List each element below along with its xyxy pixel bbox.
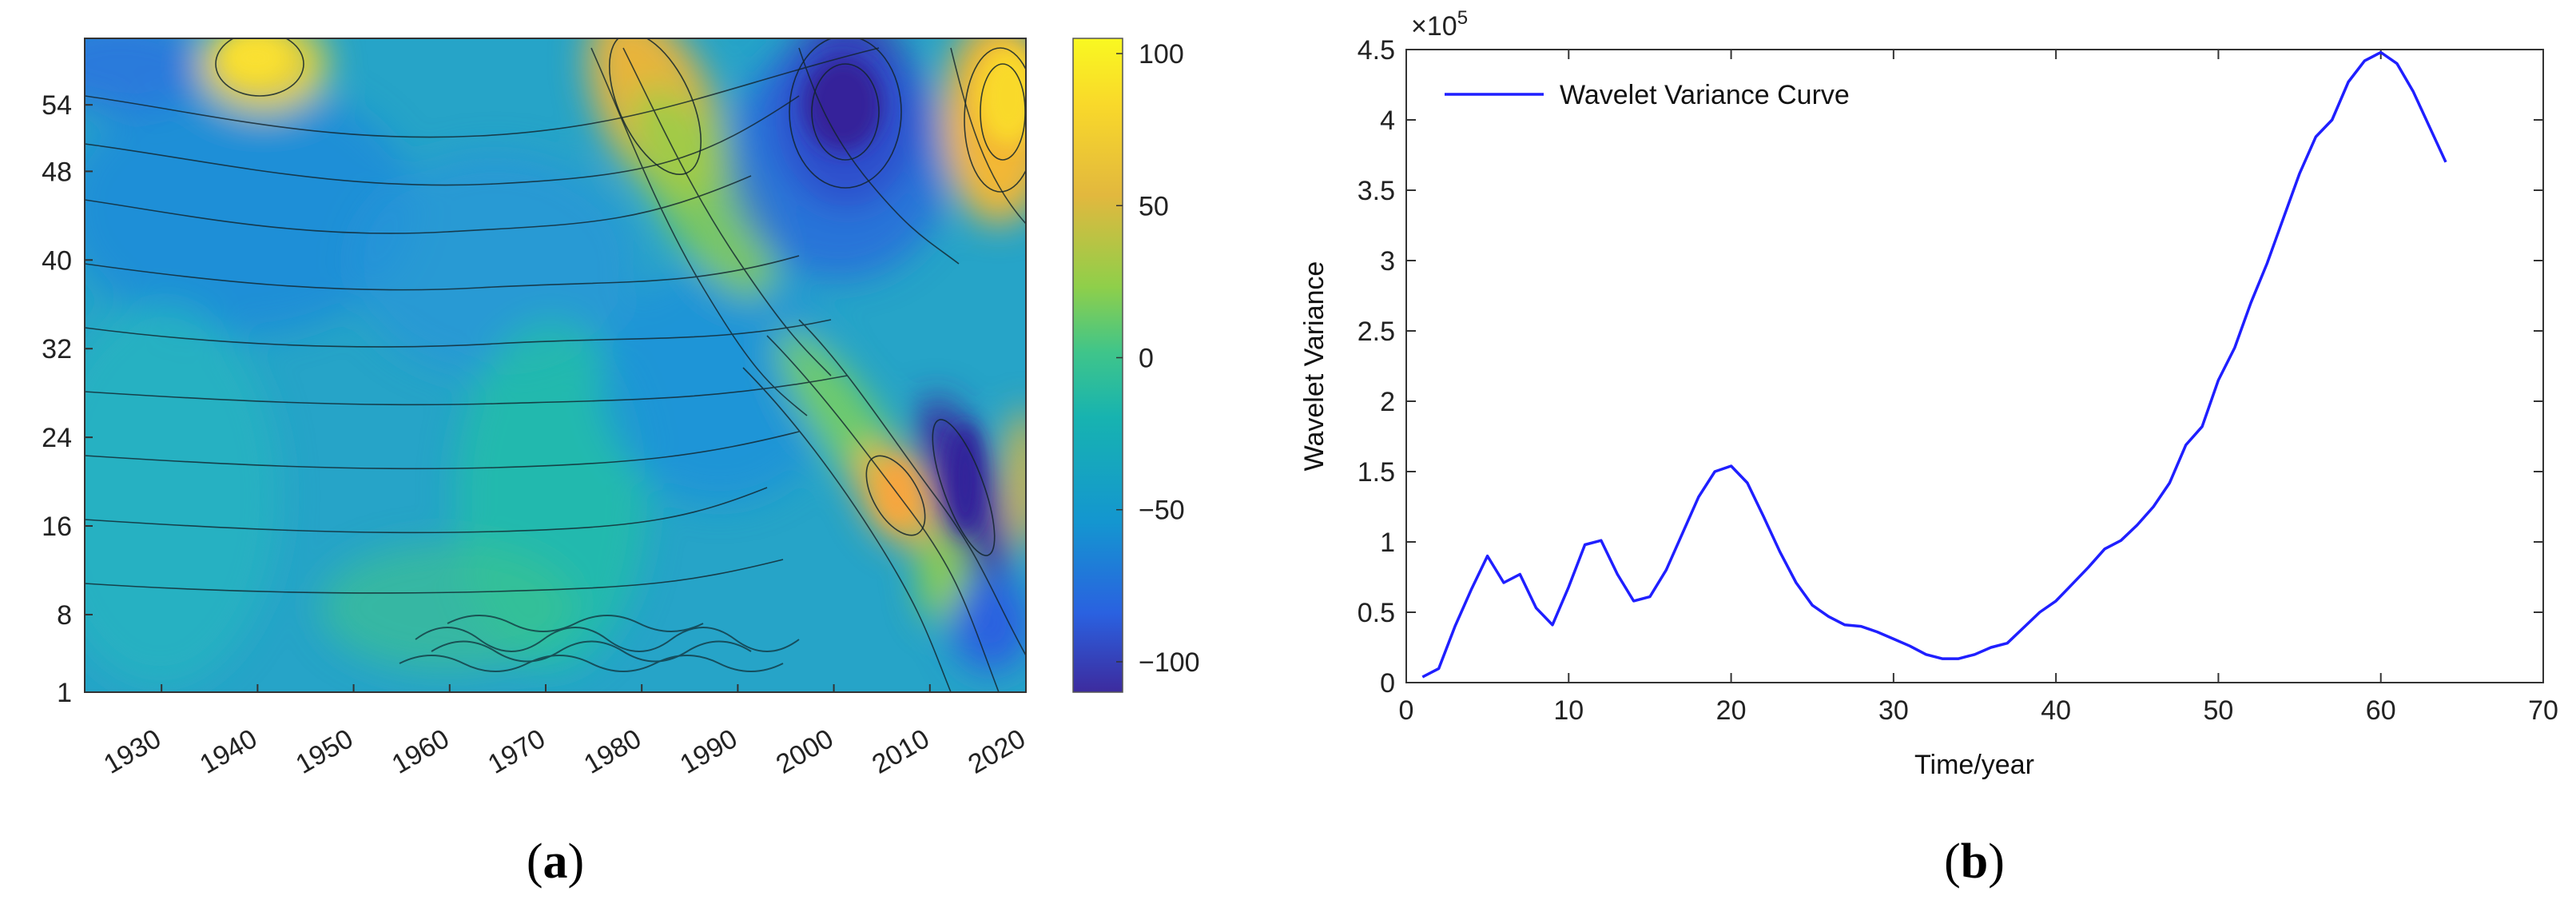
colorbar: 100 50 0 −50 −100 [1072,38,1200,693]
a-xtick-label: 2010 [867,723,935,780]
a-y-axis: 1 8 16 24 32 40 48 54 [42,90,93,708]
ring-2018-a [964,47,1026,193]
legend: Wavelet Variance Curve [1445,80,1850,110]
a-xtick-label: 1990 [675,723,743,780]
x-axis-label: Time/year [1914,750,2034,780]
b-xtick-label: 70 [2528,695,2558,726]
b-ytick-label: 1.5 [1358,457,1395,488]
a-ytick-label: 8 [57,600,72,631]
b-x-axis: 0 10 20 30 40 50 60 70 [1399,50,2558,726]
feature-green-bottom-2012 [919,528,967,623]
tone-blue-right [599,264,839,504]
b-xtick-label: 50 [2204,695,2234,726]
a-xtick-label: 1960 [387,723,455,780]
b-xtick-label: 40 [2041,695,2071,726]
b-ytick-label: 0 [1380,668,1395,699]
detail-purple-2000 [803,56,883,152]
ring-2000-a [789,38,902,189]
feature-blue-bottom-2016 [951,575,1026,671]
short-period-band [399,615,800,672]
tone-blue-upper-left [85,80,415,336]
panel-b-label: (b) [1944,834,2005,889]
panel-a-label: (a) [527,834,584,889]
y-axis-label: Wavelet Variance [1299,261,1330,472]
a-xtick-label: 1940 [195,723,263,780]
b-xtick-label: 60 [2366,695,2396,726]
colorbar-ticks: 100 50 0 −50 −100 [1116,39,1200,678]
plot-a-frame [84,38,1027,693]
a-ytick-label: 40 [42,245,72,276]
heatmap-detail [224,38,1026,536]
legend-label: Wavelet Variance Curve [1560,80,1850,110]
b-ytick-label: 0.5 [1358,598,1395,628]
a-ytick-label: 54 [42,90,72,121]
detail-orange-2007 [880,460,915,524]
contour-rings [215,38,1026,556]
y-multiplier: ×105 [1411,7,1468,42]
ring-2007 [865,455,926,536]
tone-blue-top-left [85,38,208,112]
a-ytick-label: 48 [42,157,72,187]
colorbar-tick-label: −100 [1139,647,1200,678]
a-xtick-label: 1950 [291,723,359,780]
a-ytick-label: 1 [57,678,72,708]
b-ytick-label: 4 [1380,106,1395,136]
tone-blue-mid [352,152,639,376]
feature-green-band-1980 [630,85,777,299]
colorbar-gradient [1072,38,1123,693]
panel-b: 0 0.5 1 1.5 2 2.5 3 3.5 4 4.5 0 10 20 30 40 50 60 70 ×10… [1299,7,2558,889]
ring-1980 [608,38,702,175]
contour-lines [85,47,1026,692]
b-xtick-label: 0 [1399,695,1414,726]
detail-yellow-1940 [224,38,288,80]
heatmap-field [85,38,1026,692]
b-ytick-label: 2.5 [1358,317,1395,347]
tone-cyan-left [85,304,280,687]
b-ytick-label: 2 [1380,387,1395,417]
a-xtick-label: 1980 [579,723,647,780]
b-ytick-label: 3 [1380,246,1395,277]
b-ytick-label: 1 [1380,528,1395,558]
ring-2014 [932,419,996,556]
colorbar-tick-label: −50 [1139,496,1185,526]
a-xtick-label: 1930 [99,723,167,780]
a-ytick-label: 32 [42,334,72,364]
b-ytick-label: 3.5 [1358,176,1395,206]
colorbar-tick-label: 50 [1139,191,1169,221]
detail-purple-2014 [948,424,983,536]
a-xtick-label: 1970 [483,723,551,780]
b-xtick-label: 20 [1716,695,1747,726]
ring-2000-b [811,63,880,161]
wavelet-variance-line [1421,50,2447,679]
ring-1940 [215,38,304,97]
a-ytick-label: 24 [42,423,72,453]
a-ytick-label: 16 [42,512,72,542]
colorbar-tick-label: 100 [1139,39,1184,70]
a-xtick-label: 2020 [963,723,1031,780]
b-xtick-label: 10 [1553,695,1584,726]
b-ytick-label: 4.5 [1358,35,1395,66]
b-y-axis: 0 0.5 1 1.5 2 2.5 3 3.5 4 4.5 [1358,35,2543,699]
a-x-axis: 1930 1940 1950 1960 1970 1980 1990 2000 2010 2020 [99,684,1031,780]
a-xtick-label: 2000 [771,723,839,780]
colorbar-tick-label: 0 [1139,343,1154,373]
detail-yellow-2018 [978,48,1026,144]
feature-negative-halo-2000 [727,40,951,280]
tone-green-center [320,544,575,671]
b-xtick-label: 30 [1878,695,1909,726]
feature-positive-edge-2020 [1007,408,1026,552]
plot-b-frame [1405,49,2544,683]
